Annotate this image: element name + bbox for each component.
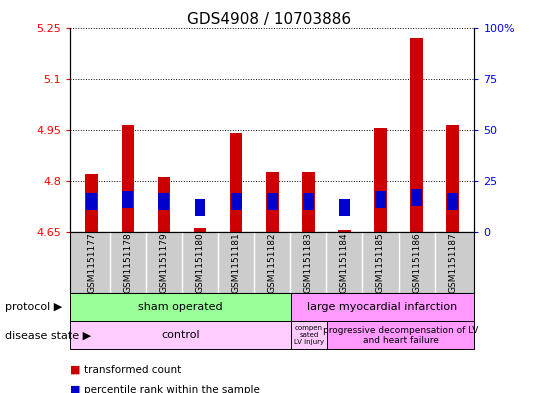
Bar [302,172,315,232]
Bar [194,228,206,232]
Bar [70,321,291,349]
Bar [339,199,350,216]
Text: compen
sated
LV injury: compen sated LV injury [294,325,324,345]
Text: ■: ■ [70,385,80,393]
Text: GSM1151177: GSM1151177 [87,232,96,293]
Text: GSM1151185: GSM1151185 [376,232,385,293]
Bar [375,191,386,208]
Bar [374,128,387,232]
Bar [291,321,327,349]
Text: GSM1151181: GSM1151181 [232,232,240,293]
Bar [446,125,459,232]
Bar [291,293,474,321]
Bar [86,193,97,210]
Bar [195,199,205,216]
Bar [85,174,98,232]
Text: GSM1151184: GSM1151184 [340,232,349,293]
Text: GSM1151183: GSM1151183 [304,232,313,293]
Bar [70,293,291,321]
Text: GDS4908 / 10703886: GDS4908 / 10703886 [188,12,351,27]
Text: GSM1151180: GSM1151180 [196,232,204,293]
Bar [121,125,134,232]
Bar [157,177,170,232]
Bar [267,193,278,210]
Text: sham operated: sham operated [138,302,223,312]
Text: control: control [161,330,199,340]
Bar [158,193,169,210]
Text: disease state ▶: disease state ▶ [5,330,92,340]
Text: large myocardial infarction: large myocardial infarction [307,302,458,312]
Bar [411,189,422,206]
Bar [230,133,243,232]
Bar [266,172,279,232]
Text: GSM1151186: GSM1151186 [412,232,421,293]
Bar [338,230,351,232]
Text: ■: ■ [70,365,80,375]
Text: transformed count: transformed count [84,365,181,375]
Text: percentile rank within the sample: percentile rank within the sample [84,385,259,393]
Bar [447,193,458,210]
Text: GSM1151182: GSM1151182 [268,232,277,293]
Text: GSM1151178: GSM1151178 [123,232,132,293]
Text: GSM1151179: GSM1151179 [160,232,168,293]
Text: protocol ▶: protocol ▶ [5,302,63,312]
Bar [303,193,314,210]
Text: progressive decompensation of LV
and heart failure: progressive decompensation of LV and hea… [323,325,479,345]
Text: GSM1151187: GSM1151187 [448,232,457,293]
Bar [327,321,474,349]
Bar [122,191,133,208]
Bar [231,193,241,210]
Bar [410,38,423,232]
